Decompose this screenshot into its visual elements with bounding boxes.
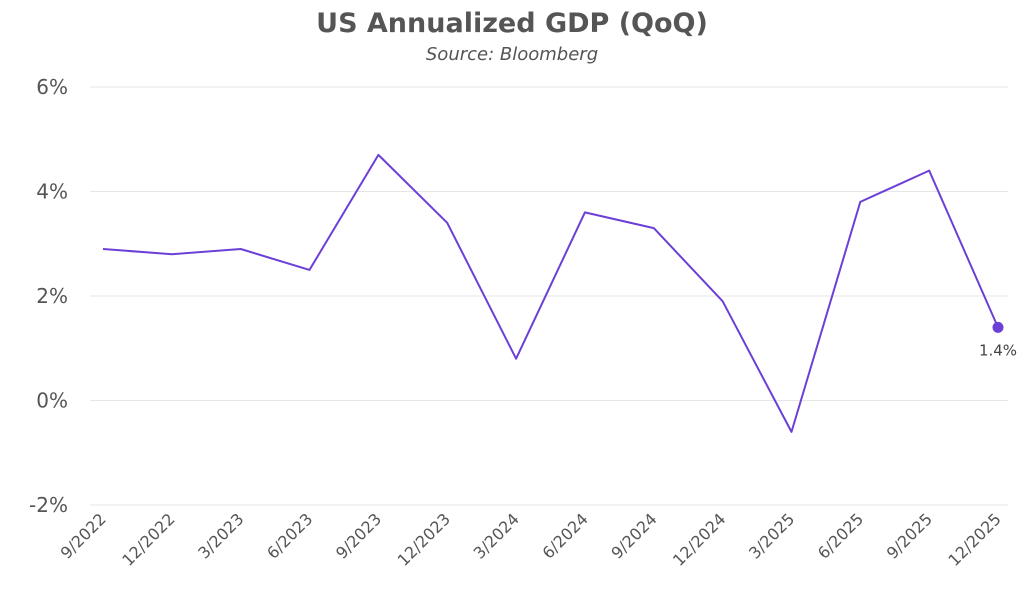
data-point: [927, 169, 931, 173]
chart-subtitle: Source: Bloomberg: [425, 44, 599, 65]
x-tick-label: 6/2023: [263, 509, 316, 562]
data-point: [858, 200, 862, 204]
x-tick-label: 9/2024: [607, 509, 660, 562]
x-tick-label: 3/2023: [194, 509, 247, 562]
last-data-point: [992, 321, 1004, 333]
data-point: [721, 299, 725, 303]
data-point: [239, 247, 243, 251]
x-axis: 9/2022 12/2022 3/2023 6/2023 9/2023 12/2023 3/…: [57, 509, 1005, 569]
data-point: [652, 226, 656, 230]
y-tick-label: -2%: [29, 493, 68, 517]
x-tick-label: 3/2024: [470, 509, 523, 562]
x-tick-label: 6/2024: [539, 509, 592, 562]
x-tick-label: 9/2025: [883, 509, 936, 562]
y-tick-label: 4%: [36, 180, 68, 204]
y-tick-label: 0%: [36, 389, 68, 413]
x-tick-label: 12/2024: [669, 509, 729, 569]
x-tick-label: 9/2022: [57, 509, 110, 562]
chart-title: US Annualized GDP (QoQ): [316, 8, 708, 39]
data-point: [583, 210, 587, 214]
data-point: [376, 153, 380, 157]
y-tick-label: 6%: [36, 75, 68, 99]
data-point: [170, 252, 174, 256]
x-tick-label: 12/2022: [118, 509, 178, 569]
last-point-label: 1.4%: [979, 341, 1017, 359]
data-point: [445, 221, 449, 225]
x-tick-label: 12/2025: [944, 509, 1004, 569]
y-axis: -2% 0% 2% 4% 6%: [29, 75, 68, 517]
x-tick-label: 9/2023: [332, 509, 385, 562]
series-line: [102, 153, 999, 433]
data-point: [514, 357, 518, 361]
x-tick-label: 3/2025: [745, 509, 798, 562]
series-layer: 1.4%: [101, 153, 1017, 434]
x-tick-label: 6/2025: [814, 509, 867, 562]
data-point: [308, 268, 312, 272]
grid-lines: [90, 86, 1008, 506]
y-tick-label: 2%: [36, 284, 68, 308]
x-tick-label: 12/2023: [394, 509, 454, 569]
data-point: [101, 247, 105, 251]
data-point: [789, 430, 793, 434]
